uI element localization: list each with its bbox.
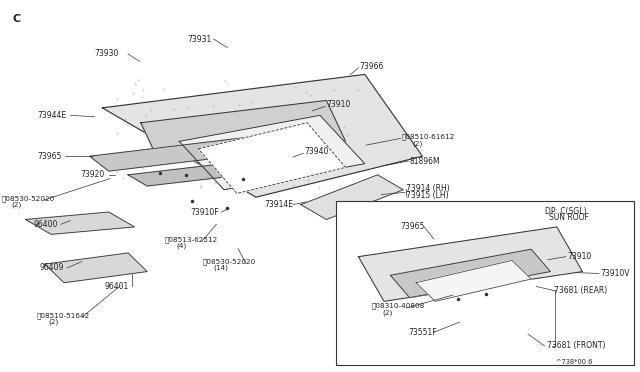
Text: Ⓢ08530-52020: Ⓢ08530-52020: [202, 258, 255, 265]
Text: 73965: 73965: [400, 222, 424, 231]
Text: SUN ROOF: SUN ROOF: [549, 214, 589, 222]
Text: 73931: 73931: [187, 35, 211, 44]
Text: 73966: 73966: [360, 62, 384, 71]
Text: Ⓢ08510-51642: Ⓢ08510-51642: [37, 312, 90, 319]
Text: 73551F: 73551F: [408, 328, 437, 337]
Text: (2): (2): [12, 202, 22, 208]
Text: 96400: 96400: [33, 220, 58, 229]
Text: C: C: [13, 14, 21, 23]
Polygon shape: [102, 74, 422, 197]
Text: (2): (2): [382, 310, 392, 316]
Text: 73920: 73920: [81, 170, 105, 179]
Text: 81896M: 81896M: [410, 157, 440, 166]
Polygon shape: [26, 212, 134, 234]
Bar: [336, 201, 634, 365]
Text: (2): (2): [48, 319, 58, 326]
Text: DP: C(SGL): DP: C(SGL): [545, 207, 587, 216]
Polygon shape: [179, 115, 365, 190]
Text: 73914E: 73914E: [264, 200, 293, 209]
Text: Ⓢ08513-62512: Ⓢ08513-62512: [165, 236, 218, 243]
Polygon shape: [416, 260, 531, 301]
Text: 96409: 96409: [40, 263, 64, 272]
Text: 73910F: 73910F: [191, 208, 220, 217]
Text: ^738*00 6: ^738*00 6: [556, 359, 592, 365]
Text: Ⓢ08310-40808: Ⓢ08310-40808: [371, 303, 424, 310]
Text: (14): (14): [213, 265, 228, 272]
Text: (4): (4): [176, 243, 186, 249]
Text: 73944E: 73944E: [37, 111, 67, 120]
Text: 73965: 73965: [37, 152, 61, 161]
Text: 73914 (RH): 73914 (RH): [406, 185, 450, 193]
Text: (2): (2): [413, 140, 423, 147]
Text: 96401: 96401: [105, 282, 129, 291]
Polygon shape: [90, 134, 294, 171]
Text: Ⓢ08530-52020: Ⓢ08530-52020: [1, 195, 54, 202]
Text: Ⓢ08510-61612: Ⓢ08510-61612: [402, 134, 455, 140]
Text: 73681 (FRONT): 73681 (FRONT): [547, 341, 605, 350]
Polygon shape: [358, 227, 582, 301]
Text: 73681 (REAR): 73681 (REAR): [554, 286, 607, 295]
Polygon shape: [301, 175, 403, 219]
Text: 73940: 73940: [305, 147, 329, 156]
Text: 73910: 73910: [567, 252, 591, 261]
Text: 73915 (LH): 73915 (LH): [406, 191, 449, 200]
Text: 73910V: 73910V: [600, 269, 630, 278]
Polygon shape: [128, 153, 339, 186]
Polygon shape: [390, 249, 550, 298]
Polygon shape: [45, 253, 147, 283]
Text: 73910: 73910: [326, 100, 351, 109]
Text: 73930: 73930: [95, 49, 119, 58]
Polygon shape: [141, 100, 346, 164]
Polygon shape: [198, 123, 346, 193]
